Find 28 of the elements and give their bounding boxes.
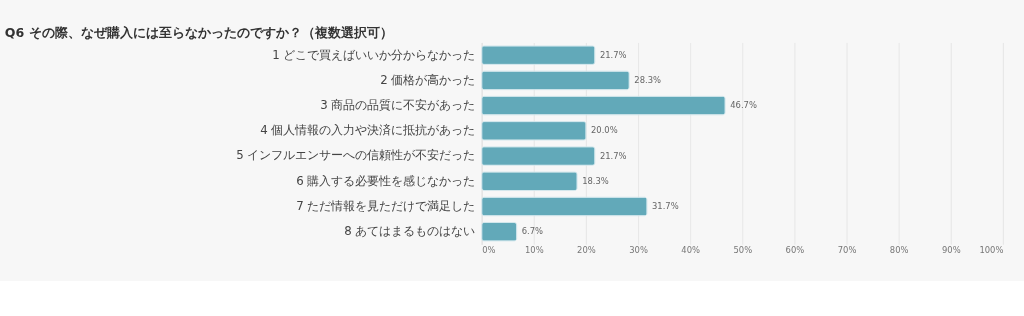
y-tick-label: 3 商品の品質に不安があった <box>320 97 476 112</box>
x-tick-label: 40% <box>681 245 700 256</box>
x-tick-label: 20% <box>577 245 596 256</box>
y-tick-label: 4 個人情報の入力や決済に抵抗があった <box>260 123 476 138</box>
y-tick-label: 7 ただ情報を見ただけで満足した <box>296 198 476 213</box>
x-tick-label: 70% <box>837 245 857 256</box>
x-tick-label: 100% <box>979 245 1004 256</box>
x-tick-label: 30% <box>629 245 648 256</box>
data-label: 31.7% <box>652 201 679 212</box>
y-tick-label: 6 購入する必要性を感じなかった <box>296 173 476 188</box>
y-tick-label: 8 あてはまるものはない <box>344 224 476 239</box>
x-tick-label: 50% <box>733 245 753 256</box>
y-tick-label: 5 インフルエンサーへの信頼性が不安だった <box>236 148 476 163</box>
x-tick-label: 80% <box>889 245 909 256</box>
data-label: 21.7% <box>599 150 627 161</box>
x-tick-label: 10% <box>524 245 544 256</box>
data-label: 20.0% <box>591 125 618 136</box>
y-tick-label: 2 価格が高かった <box>380 72 476 87</box>
data-label: 28.3% <box>634 74 661 85</box>
x-tick-label: 90% <box>941 245 961 256</box>
text: Q6 その際、なぜ購入には至らなかったのですか？（複数選択可） <box>4 24 393 40</box>
data-label: 18.3% <box>582 175 609 186</box>
y-tick-label: 1 どこで買えばいいか分からなかった <box>272 47 476 62</box>
x-tick-label: 60% <box>785 245 805 256</box>
data-label: 21.7% <box>599 49 627 60</box>
data-label: 46.7% <box>730 100 757 111</box>
data-label: 6.7% <box>521 226 544 237</box>
x-tick-label: 0% <box>482 245 496 256</box>
